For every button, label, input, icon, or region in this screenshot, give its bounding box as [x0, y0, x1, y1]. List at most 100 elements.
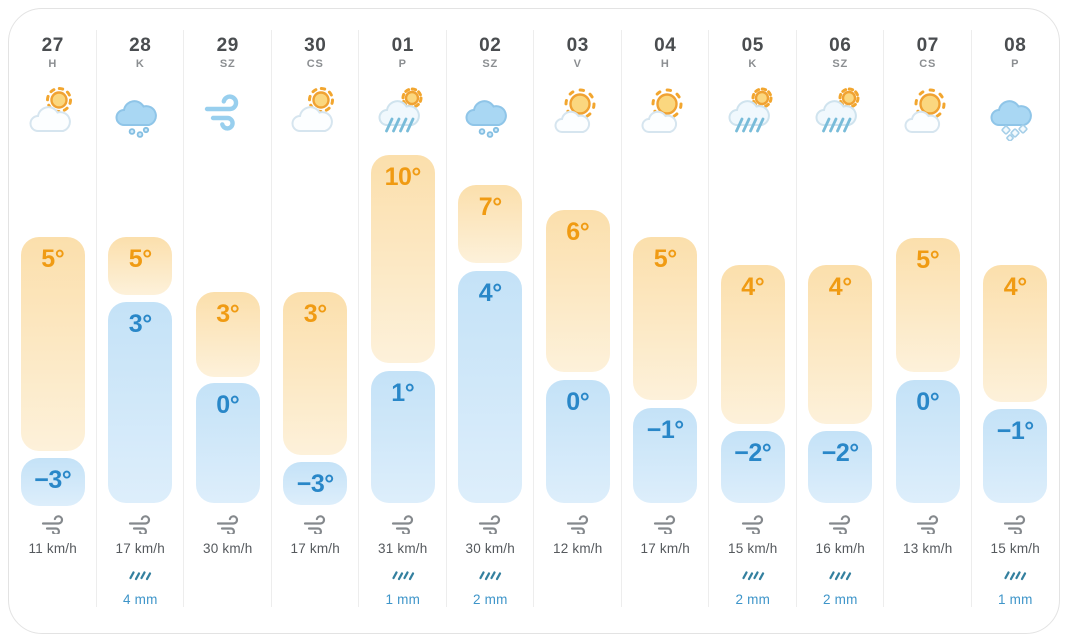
day-date: 08 [1004, 35, 1027, 56]
wind-speed: 15 km/h [990, 541, 1040, 556]
wind-info: 11 km/h [9, 515, 97, 556]
wind-speed: 16 km/h [815, 541, 865, 556]
high-temp-bar: 5° [20, 237, 85, 451]
day-date: 27 [41, 35, 64, 56]
precipitation-amount: 1 mm [997, 592, 1033, 607]
high-temp-bar: 7° [458, 185, 523, 263]
wind-icon [127, 515, 153, 534]
drizzle-icon [128, 569, 152, 582]
precipitation-amount: 2 mm [472, 592, 508, 607]
wind-icon [477, 515, 503, 534]
high-temp-label: 10° [384, 163, 422, 191]
low-temp-bar: −2° [720, 431, 785, 503]
day-column[interactable]: 04 H 5° −1° 17 km/h [622, 9, 710, 633]
wind-speed: 15 km/h [728, 541, 778, 556]
wind-speed: 12 km/h [553, 541, 603, 556]
wind-icon [740, 515, 766, 534]
wind-speed: 17 km/h [115, 541, 165, 556]
day-abbreviation: H [660, 58, 670, 70]
precipitation-info: 1 mm [359, 569, 447, 607]
high-temp-bar: 10° [370, 155, 435, 363]
low-temp-label: −2° [821, 439, 860, 467]
day-header: 04 H [622, 35, 710, 71]
precipitation-info: 2 mm [709, 569, 797, 607]
wind-info: 16 km/h [797, 515, 885, 556]
wind-speed: 17 km/h [640, 541, 690, 556]
wind-icon [215, 515, 241, 534]
precipitation-info: 2 mm [797, 569, 885, 607]
day-abbreviation: SZ [219, 58, 236, 70]
day-date: 05 [741, 35, 764, 56]
high-temp-label: 6° [566, 218, 590, 246]
low-temp-label: 1° [391, 379, 415, 407]
day-column[interactable]: 02 SZ 7° 4° 30 km/h [447, 9, 535, 633]
precipitation-amount: 1 mm [385, 592, 421, 607]
day-column[interactable]: 08 P 4° −1° 15 km/h [972, 9, 1060, 633]
day-column[interactable]: 05 K 4° −2° 15 km/h [709, 9, 797, 633]
day-column[interactable]: 30 CS 3° −3° 17 km/h [272, 9, 360, 633]
day-abbreviation: K [135, 58, 145, 70]
rain-sun-icon [724, 85, 782, 141]
low-temp-bar: 1° [370, 371, 435, 503]
rain-icon [111, 85, 169, 141]
low-temp-label: −2° [734, 439, 772, 467]
high-temp-bar: 4° [808, 265, 873, 424]
day-column[interactable]: 01 P 10° 1° 31 km/h [359, 9, 447, 633]
high-temp-bar: 3° [283, 292, 348, 455]
high-temp-label: 4° [828, 273, 852, 301]
drizzle-icon [828, 569, 852, 582]
drizzle-icon [478, 569, 502, 582]
precipitation-amount: 4 mm [122, 592, 158, 607]
day-abbreviation: P [398, 58, 407, 70]
wind-icon [302, 515, 328, 534]
precipitation-amount: 2 mm [822, 592, 858, 607]
day-header: 07 CS [884, 35, 972, 71]
low-temp-label: 0° [216, 391, 240, 419]
wind-speed: 30 km/h [465, 541, 515, 556]
wind-speed: 17 km/h [290, 541, 340, 556]
sun-behind-cloud-icon [286, 85, 344, 141]
wind-icon [915, 515, 941, 534]
low-temp-bar: 0° [545, 380, 610, 503]
day-abbreviation: SZ [832, 58, 849, 70]
rain-sun-icon [374, 85, 432, 141]
day-column[interactable]: 03 V 6° 0° 12 km/h [534, 9, 622, 633]
day-column[interactable]: 06 SZ 4° −2° 16 km/h [797, 9, 885, 633]
wind-speed: 30 km/h [203, 541, 253, 556]
wind-info: 13 km/h [884, 515, 972, 556]
wind-info: 17 km/h [272, 515, 360, 556]
high-temp-bar: 5° [895, 238, 960, 372]
day-header: 01 P [359, 35, 447, 71]
day-column[interactable]: 28 K 5° 3° 17 km/h [97, 9, 185, 633]
day-abbreviation: V [573, 58, 582, 70]
sun-with-cloud-icon [549, 85, 607, 141]
wind-icon [565, 515, 591, 534]
high-temp-bar: 5° [633, 237, 698, 400]
precipitation-amount: 2 mm [735, 592, 771, 607]
high-temp-bar: 3° [195, 292, 260, 377]
low-temp-bar: −2° [808, 431, 873, 503]
day-header: 06 SZ [797, 35, 885, 71]
day-date: 29 [216, 35, 239, 56]
day-date: 03 [566, 35, 589, 56]
wind-info: 17 km/h [622, 515, 710, 556]
day-column[interactable]: 27 H 5° −3° 11 km/h [9, 9, 97, 633]
low-temp-bar: −3° [283, 462, 348, 505]
wind-info: 15 km/h [972, 515, 1060, 556]
low-temp-label: 0° [566, 388, 590, 416]
wind-info: 31 km/h [359, 515, 447, 556]
high-temp-label: 5° [916, 246, 940, 274]
low-temp-bar: 4° [458, 271, 523, 503]
high-temp-label: 7° [478, 193, 502, 221]
sun-behind-cloud-icon [24, 85, 82, 141]
low-temp-bar: 3° [108, 302, 173, 503]
high-temp-bar: 4° [983, 265, 1048, 402]
day-column[interactable]: 07 CS 5° 0° 13 km/h [884, 9, 972, 633]
precipitation-info: 2 mm [447, 569, 535, 607]
day-column[interactable]: 29 SZ 3° 0° 30 km/h [184, 9, 272, 633]
low-temp-bar: 0° [195, 383, 260, 503]
low-temp-label: −3° [296, 470, 335, 498]
wind-icon [827, 515, 853, 534]
rain-icon [461, 85, 519, 141]
wind-icon [390, 515, 416, 534]
